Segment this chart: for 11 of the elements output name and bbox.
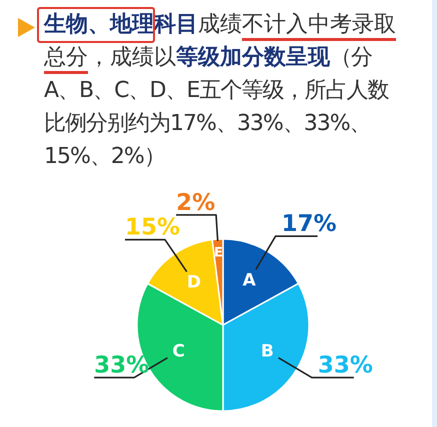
data-label: 17%: [282, 211, 337, 238]
slice-label: A: [242, 270, 257, 291]
data-label: 33%: [94, 352, 150, 379]
data-label: 33%: [318, 352, 373, 379]
slice-label: E: [214, 245, 223, 260]
data-label: 15%: [124, 214, 180, 241]
slice-label: B: [260, 341, 274, 362]
data-label: 2%: [176, 190, 216, 216]
slice-label: C: [172, 341, 185, 362]
slice-label: D: [186, 272, 202, 292]
chart-title: 生物、地理科目成绩不计入中考录取总分，成绩以等级加分数呈现（分A、B、C、D、E五个等级，所占人数比例分别约为17%、33%、33%、15%、2%）: [44, 12, 396, 169]
